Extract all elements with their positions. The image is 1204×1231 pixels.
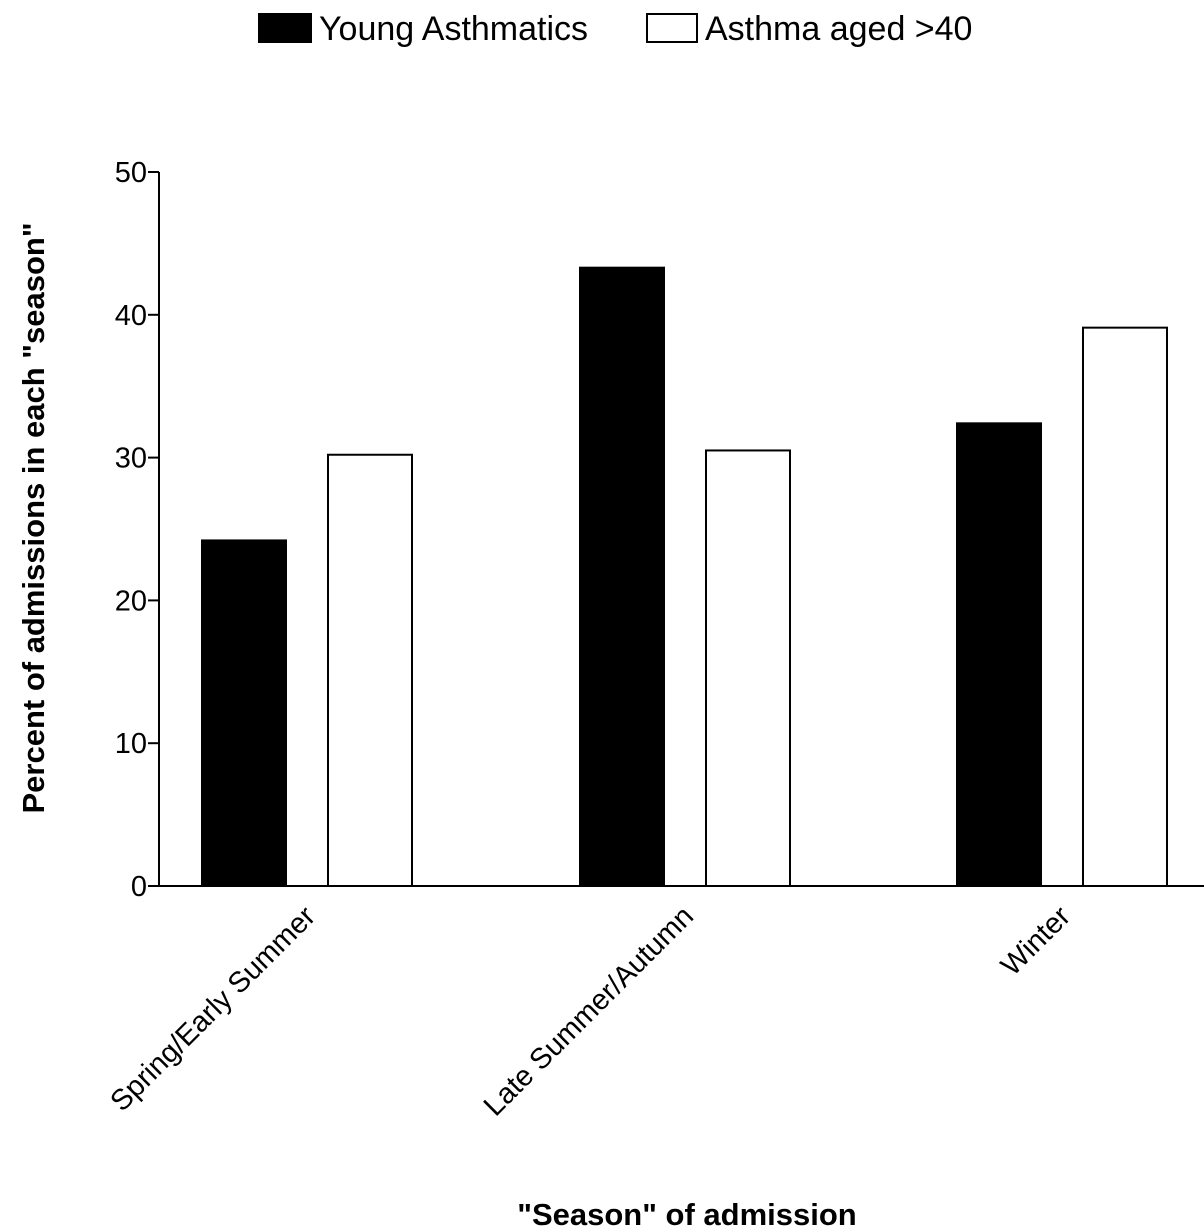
legend-label: Asthma aged >40 bbox=[705, 10, 972, 48]
bar bbox=[201, 539, 287, 887]
legend: Young Asthmatics Asthma aged >40 bbox=[258, 10, 972, 48]
y-tick-label: 40 bbox=[115, 300, 147, 332]
legend-swatch bbox=[646, 13, 698, 43]
y-tick-label: 50 bbox=[115, 157, 147, 189]
bar bbox=[327, 453, 413, 887]
y-tick-label: 20 bbox=[115, 585, 147, 617]
y-tick-label: 10 bbox=[115, 728, 147, 760]
legend-swatch bbox=[258, 13, 312, 43]
y-ticks: 0 10 20 30 40 50 bbox=[115, 157, 159, 903]
y-tick-label: 30 bbox=[115, 443, 147, 475]
bar bbox=[1082, 326, 1168, 888]
x-tick-label: Winter bbox=[995, 900, 1077, 982]
y-tick-label: 0 bbox=[131, 871, 147, 903]
x-tick-label: Late Summer/Autumn bbox=[478, 900, 700, 1122]
bar bbox=[705, 449, 791, 887]
x-ticks: Spring/Early Summer Late Summer/Autumn Win… bbox=[104, 900, 1077, 1122]
y-axis-title: Percent of admissions in each "season" bbox=[16, 222, 51, 813]
x-axis-title: "Season" of admission bbox=[517, 1197, 856, 1231]
bars bbox=[201, 266, 1168, 888]
bar bbox=[579, 266, 665, 887]
bar bbox=[956, 422, 1042, 887]
legend-label: Young Asthmatics bbox=[319, 10, 588, 48]
x-tick-label: Spring/Early Summer bbox=[104, 900, 322, 1118]
axes bbox=[158, 172, 1204, 887]
